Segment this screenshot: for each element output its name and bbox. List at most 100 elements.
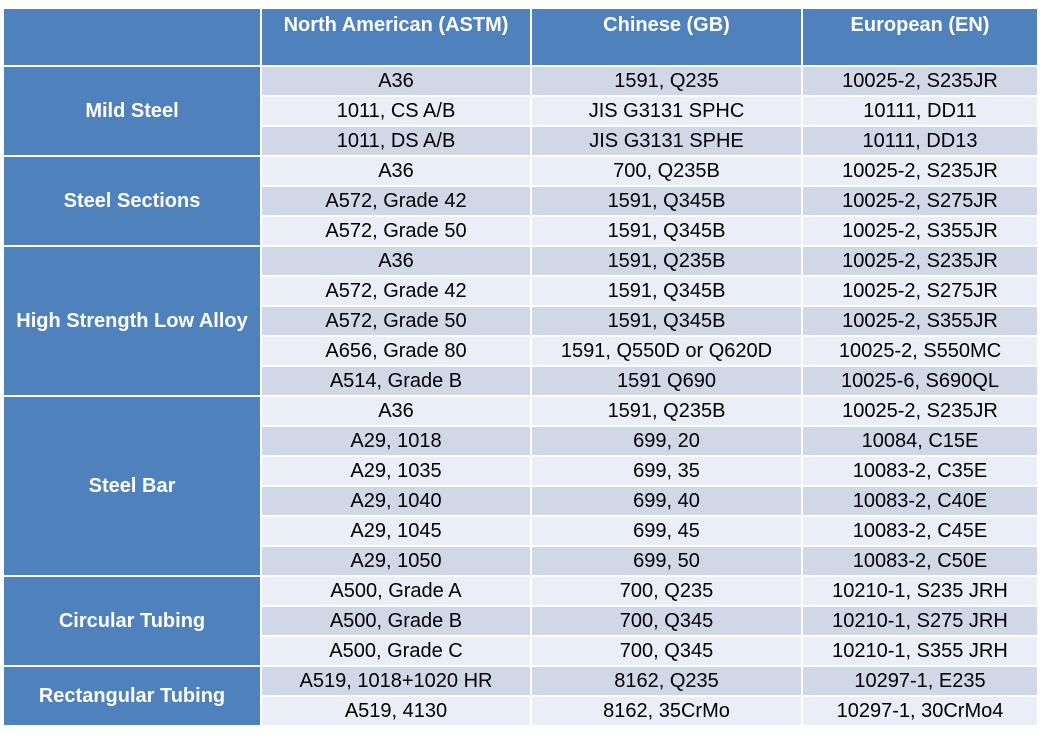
category-cell: Rectangular Tubing: [2, 665, 262, 727]
astm-cell: A519, 4130: [260, 695, 532, 727]
gb-cell: 699, 35: [530, 455, 803, 487]
table-row: Steel Bar A36 1591, Q235B 10025-2, S235JR: [2, 395, 1039, 577]
table-row: Mild Steel A36 1591, Q235 10025-2, S235JR: [2, 65, 1039, 157]
gb-cell: 1591, Q235B: [530, 245, 803, 277]
astm-cell: A656, Grade 80: [260, 335, 532, 367]
header-chinese: Chinese (GB): [530, 7, 803, 67]
table-row: A572, Grade 42 1591, Q345B 10025-2, S275JR: [3, 275, 1039, 307]
table-row: A656, Grade 80 1591, Q550D or Q620D 10025-…: [3, 335, 1039, 367]
gb-cell: 8162, Q235: [530, 665, 803, 697]
astm-cell: A572, Grade 42: [260, 185, 532, 217]
astm-cell: A500, Grade C: [260, 635, 532, 667]
en-cell: 10083-2, C35E: [801, 455, 1039, 487]
header-row: North American (ASTM) Chinese (GB) Europ…: [2, 7, 1039, 67]
astm-cell: A514, Grade B: [260, 365, 532, 397]
en-cell: 10297-1, E235: [801, 665, 1039, 697]
table-row: Circular Tubing A500, Grade A 700, Q235 102…: [2, 575, 1039, 667]
astm-cell: A36: [260, 395, 532, 427]
en-cell: 10083-2, C45E: [801, 515, 1039, 547]
en-cell: 10025-6, S690QL: [801, 365, 1039, 397]
gb-cell: 700, Q235B: [530, 155, 803, 187]
en-cell: 10084, C15E: [801, 425, 1039, 457]
en-cell: 10025-2, S235JR: [801, 395, 1039, 427]
category-cell: Steel Bar: [2, 395, 262, 577]
gb-cell: JIS G3131 SPHC: [530, 95, 803, 127]
gb-cell: 700, Q345: [530, 605, 803, 637]
table-body: Mild Steel A36 1591, Q235 10025-2, S235JR 10…: [2, 65, 1039, 727]
astm-cell: A500, Grade A: [260, 575, 532, 607]
table-row: 1011, CS A/B JIS G3131 SPHC 10111, DD11: [3, 95, 1039, 127]
category-cell: Steel Sections: [2, 155, 262, 247]
table-row: High Strength Low Alloy A36 1591, Q235B 100…: [2, 245, 1039, 397]
en-cell: 10025-2, S275JR: [801, 185, 1039, 217]
gb-cell: 1591 Q690: [530, 365, 803, 397]
gb-cell: 699, 45: [530, 515, 803, 547]
en-cell: 10025-2, S355JR: [801, 305, 1039, 337]
astm-cell: A572, Grade 50: [260, 215, 532, 247]
astm-cell: A572, Grade 42: [260, 275, 532, 307]
table-row: Rectangular Tubing A519, 1018+1020 HR 8162…: [2, 665, 1039, 727]
gb-cell: 1591, Q345B: [530, 275, 803, 307]
table-row: Steel Sections A36 700, Q235B 10025-2, S235…: [2, 155, 1039, 247]
astm-cell: A29, 1040: [260, 485, 532, 517]
astm-cell: 1011, DS A/B: [260, 125, 532, 157]
category-cell: Circular Tubing: [2, 575, 262, 667]
astm-cell: A572, Grade 50: [260, 305, 532, 337]
steel-equivalents-table: North American (ASTM) Chinese (GB) Europ…: [2, 7, 1039, 727]
table-row: A572, Grade 50 1591, Q345B 10025-2, S355JR: [3, 305, 1039, 337]
gb-cell: 1591, Q235B: [530, 395, 803, 427]
table-row: A572, Grade 42 1591, Q345B 10025-2, S275JR: [3, 185, 1039, 217]
en-cell: 10297-1, 30CrMo4: [801, 695, 1039, 727]
table-row: A500, Grade C 700, Q345 10210-1, S355 JRH: [3, 635, 1039, 667]
en-cell: 10025-2, S355JR: [801, 215, 1039, 247]
gb-cell: JIS G3131 SPHE: [530, 125, 803, 157]
table-row: A514, Grade B 1591 Q690 10025-6, S690QL: [3, 365, 1039, 397]
table-row: A29, 1035 699, 35 10083-2, C35E: [3, 455, 1039, 487]
gb-cell: 1591, Q235: [530, 65, 803, 97]
en-cell: 10111, DD13: [801, 125, 1039, 157]
header-north-american: North American (ASTM): [260, 7, 532, 67]
gb-cell: 1591, Q345B: [530, 305, 803, 337]
en-cell: 10210-1, S235 JRH: [801, 575, 1039, 607]
table-row: A29, 1045 699, 45 10083-2, C45E: [3, 515, 1039, 547]
en-cell: 10210-1, S355 JRH: [801, 635, 1039, 667]
gb-cell: 1591, Q345B: [530, 185, 803, 217]
en-cell: 10083-2, C40E: [801, 485, 1039, 517]
table-row: 1011, DS A/B JIS G3131 SPHE 10111, DD13: [3, 125, 1039, 157]
astm-cell: A500, Grade B: [260, 605, 532, 637]
table-row: A29, 1050 699, 50 10083-2, C50E: [3, 545, 1039, 577]
table-row: A29, 1040 699, 40 10083-2, C40E: [3, 485, 1039, 517]
astm-cell: A36: [260, 65, 532, 97]
table-row: A519, 4130 8162, 35CrMo 10297-1, 30CrMo4: [3, 695, 1039, 727]
en-cell: 10111, DD11: [801, 95, 1039, 127]
en-cell: 10083-2, C50E: [801, 545, 1039, 577]
table-row: A500, Grade B 700, Q345 10210-1, S275 JRH: [3, 605, 1039, 637]
en-cell: 10025-2, S235JR: [801, 65, 1039, 97]
en-cell: 10025-2, S275JR: [801, 275, 1039, 307]
astm-cell: A29, 1050: [260, 545, 532, 577]
en-cell: 10025-2, S235JR: [801, 155, 1039, 187]
gb-cell: 699, 20: [530, 425, 803, 457]
astm-cell: A29, 1045: [260, 515, 532, 547]
gb-cell: 8162, 35CrMo: [530, 695, 803, 727]
header-european: European (EN): [801, 7, 1039, 67]
table-row: A29, 1018 699, 20 10084, C15E: [3, 425, 1039, 457]
gb-cell: 700, Q345: [530, 635, 803, 667]
category-cell: Mild Steel: [2, 65, 262, 157]
gb-cell: 699, 40: [530, 485, 803, 517]
gb-cell: 1591, Q345B: [530, 215, 803, 247]
en-cell: 10025-2, S235JR: [801, 245, 1039, 277]
table-row: A572, Grade 50 1591, Q345B 10025-2, S355JR: [3, 215, 1039, 247]
astm-cell: A519, 1018+1020 HR: [260, 665, 532, 697]
astm-cell: A29, 1035: [260, 455, 532, 487]
en-cell: 10025-2, S550MC: [801, 335, 1039, 367]
astm-cell: A36: [260, 245, 532, 277]
en-cell: 10210-1, S275 JRH: [801, 605, 1039, 637]
gb-cell: 700, Q235: [530, 575, 803, 607]
category-cell: High Strength Low Alloy: [2, 245, 262, 397]
astm-cell: 1011, CS A/B: [260, 95, 532, 127]
astm-cell: A29, 1018: [260, 425, 532, 457]
gb-cell: 1591, Q550D or Q620D: [530, 335, 803, 367]
gb-cell: 699, 50: [530, 545, 803, 577]
astm-cell: A36: [260, 155, 532, 187]
